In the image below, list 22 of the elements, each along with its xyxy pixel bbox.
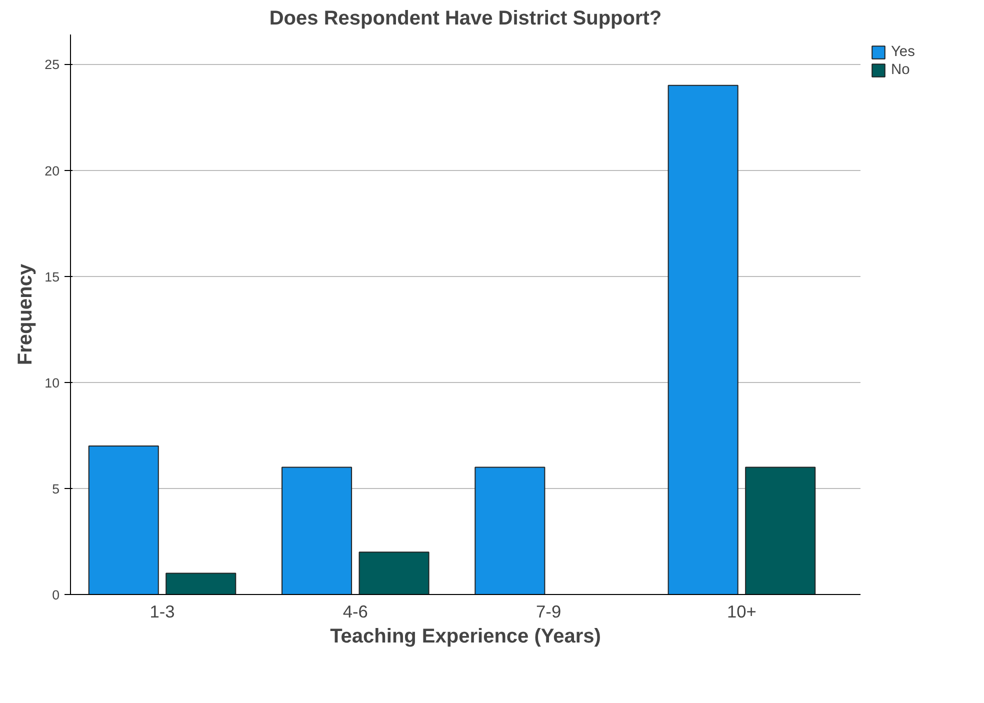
- bar: [668, 84, 738, 594]
- bar: [474, 466, 546, 594]
- x-tick-label: 10+: [727, 602, 756, 622]
- chart-title: Does Respondent Have District Support?: [269, 8, 662, 30]
- y-tick-label: 10: [44, 375, 60, 390]
- y-tick-label: 15: [44, 269, 60, 284]
- x-tick-label: 4-6: [342, 602, 368, 622]
- bar: [88, 446, 159, 594]
- bar: [358, 552, 430, 594]
- y-tick-label: 25: [44, 57, 60, 72]
- x-axis-title: Teaching Experience (Years): [330, 626, 601, 648]
- y-axis-title: Frequency: [14, 263, 37, 366]
- y-tick-label: 0: [52, 588, 60, 602]
- y-tick-label: 5: [52, 481, 60, 496]
- y-tick-label: 20: [44, 163, 60, 178]
- x-tick-label: 1-3: [150, 602, 175, 622]
- bar: [745, 466, 816, 594]
- bar: [282, 466, 352, 594]
- bar: [166, 572, 236, 594]
- legend-label: No: [891, 62, 911, 78]
- x-tick-label: 7-9: [536, 602, 562, 622]
- legend-label: Yes: [891, 44, 915, 60]
